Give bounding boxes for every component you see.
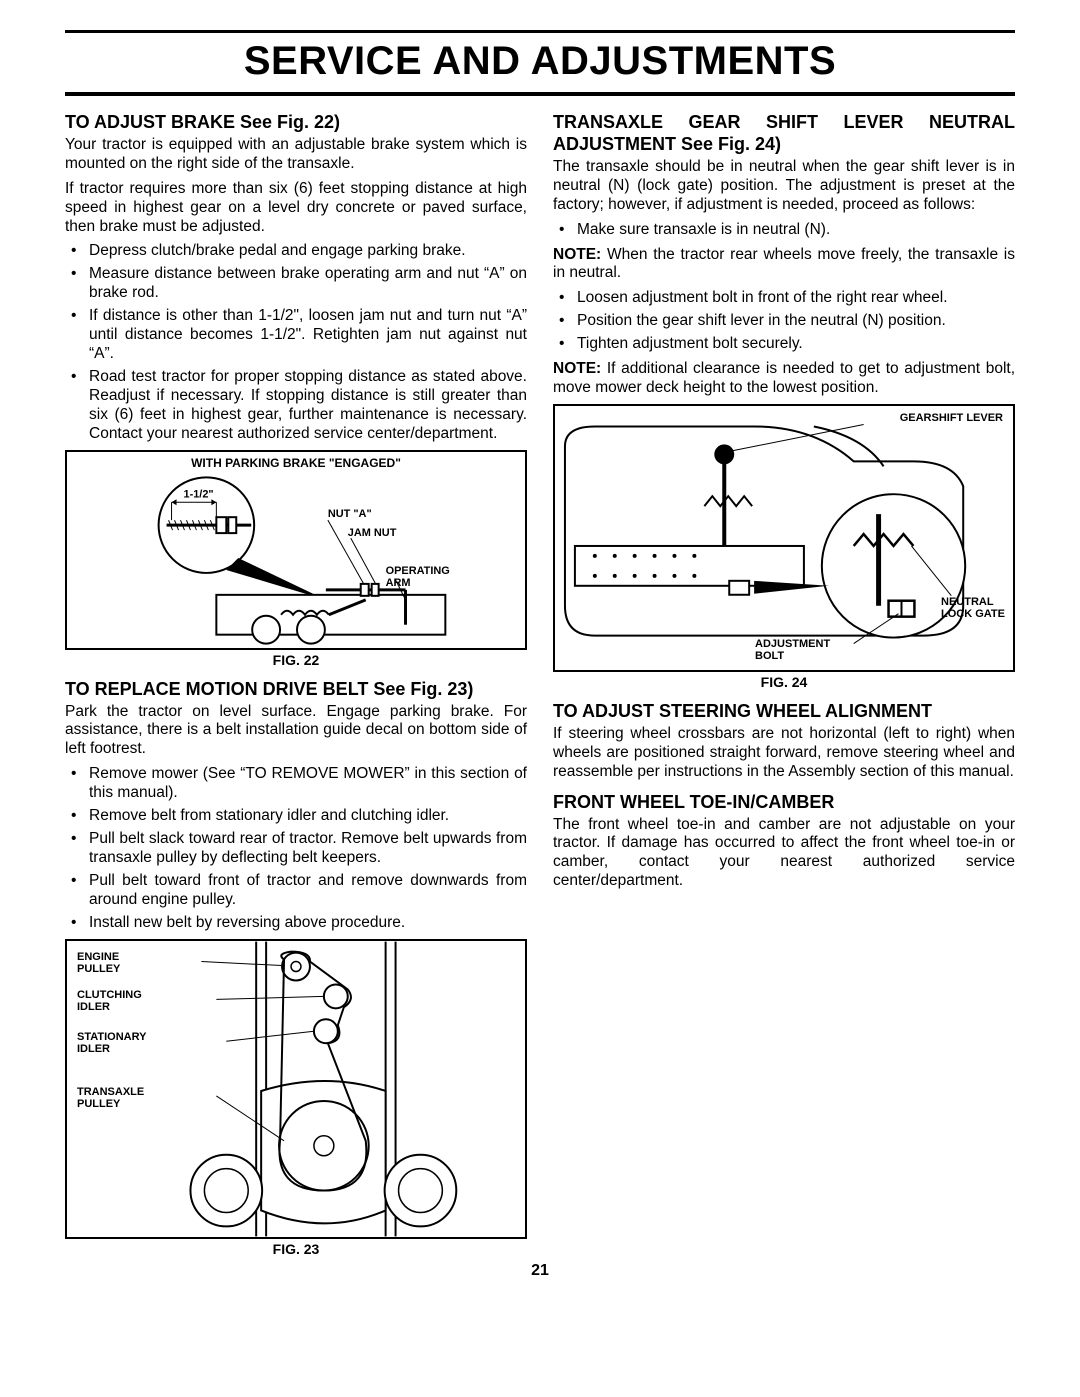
transaxle-note1: NOTE: When the tractor rear wheels move … bbox=[553, 246, 1015, 284]
fig22-caption: FIG. 22 bbox=[65, 652, 527, 669]
fig23-caption: FIG. 23 bbox=[65, 1241, 527, 1258]
brake-b4: Road test tractor for proper stopping di… bbox=[89, 368, 527, 444]
belt-para-1: Park the tractor on level surface. Engag… bbox=[65, 703, 527, 760]
fig24-adj: ADJUSTMENTBOLT bbox=[755, 638, 830, 662]
brake-bullets: •Depress clutch/brake pedal and engage p… bbox=[65, 242, 527, 443]
fig23-clutch: CLUTCHINGIDLER bbox=[77, 989, 142, 1013]
belt-b1: Remove mower (See “TO REMOVE MOWER” in t… bbox=[89, 765, 527, 803]
heading-steering: TO ADJUST STEERING WHEEL ALIGNMENT bbox=[553, 701, 1015, 723]
right-column: TRANSAXLE GEAR SHIFT LEVER NEUTRAL ADJUS… bbox=[553, 110, 1015, 1258]
transaxle-bullets-2: •Loosen adjustment bolt in front of the … bbox=[553, 289, 1015, 354]
heading-transaxle: TRANSAXLE GEAR SHIFT LEVER NEUTRAL ADJUS… bbox=[553, 112, 1015, 156]
heading-camber: FRONT WHEEL TOE-IN/CAMBER bbox=[553, 792, 1015, 814]
belt-b5: Install new belt by reversing above proc… bbox=[89, 914, 527, 933]
camber-p1: The front wheel toe-in and camber are no… bbox=[553, 816, 1015, 892]
transaxle-note2-line: NOTE: If additional clearance is needed … bbox=[553, 360, 1015, 398]
fig24-gear: GEARSHIFT LEVER bbox=[900, 412, 1003, 424]
belt-bullets: •Remove mower (See “TO REMOVE MOWER” in … bbox=[65, 765, 527, 932]
transaxle-b4: Tighten adjustment bolt securely. bbox=[577, 335, 1015, 354]
heading-replace-belt: TO REPLACE MOTION DRIVE BELT See Fig. 23… bbox=[65, 679, 527, 701]
fig22-svg: 1-1/2" NUT "A" bbox=[67, 470, 525, 648]
fig22-nutA: NUT "A" bbox=[328, 508, 372, 520]
fig22-jam: JAM NUT bbox=[348, 527, 397, 539]
transaxle-p1: The transaxle should be in neutral when … bbox=[553, 158, 1015, 215]
brake-b2: Measure distance between brake operating… bbox=[89, 265, 527, 303]
belt-b4: Pull belt toward front of tractor and re… bbox=[89, 872, 527, 910]
brake-b3: If distance is other than 1-1/2", loosen… bbox=[89, 307, 527, 364]
brake-para-2: If tractor requires more than six (6) fe… bbox=[65, 180, 527, 237]
fig24-neutral: NEUTRALLOCK GATE bbox=[941, 596, 1005, 620]
heading-adjust-brake: TO ADJUST BRAKE See Fig. 22) bbox=[65, 112, 527, 134]
fig22-dim: 1-1/2" bbox=[183, 488, 213, 500]
left-column: TO ADJUST BRAKE See Fig. 22) Your tracto… bbox=[65, 110, 527, 1258]
belt-b2: Remove belt from stationary idler and cl… bbox=[89, 807, 527, 826]
fig22-top-label: WITH PARKING BRAKE "ENGAGED" bbox=[67, 452, 525, 471]
bottom-rule bbox=[65, 92, 1015, 96]
transaxle-b1: Make sure transaxle is in neutral (N). bbox=[577, 221, 1015, 240]
content-columns: TO ADJUST BRAKE See Fig. 22) Your tracto… bbox=[65, 110, 1015, 1258]
fig24-caption: FIG. 24 bbox=[553, 674, 1015, 691]
transaxle-b3: Position the gear shift lever in the neu… bbox=[577, 312, 1015, 331]
fig24-svg bbox=[555, 406, 1013, 670]
fig22-op2: ARM bbox=[386, 577, 411, 589]
transaxle-b2: Loosen adjustment bolt in front of the r… bbox=[577, 289, 1015, 308]
page-title: SERVICE AND ADJUSTMENTS bbox=[65, 35, 1015, 90]
page-number: 21 bbox=[65, 1262, 1015, 1280]
steering-p1: If steering wheel crossbars are not hori… bbox=[553, 725, 1015, 782]
figure-23: ENGINEPULLEY CLUTCHINGIDLER STATIONARYID… bbox=[65, 939, 527, 1239]
figure-24: GEARSHIFT LEVER NEUTRALLOCK GATE ADJUSTM… bbox=[553, 404, 1015, 672]
fig23-trans: TRANSAXLEPULLEY bbox=[77, 1086, 144, 1110]
belt-b3: Pull belt slack toward rear of tractor. … bbox=[89, 830, 527, 868]
fig22-op1: OPERATING bbox=[386, 565, 450, 577]
figure-22: WITH PARKING BRAKE "ENGAGED" bbox=[65, 450, 527, 650]
top-rule bbox=[65, 30, 1015, 33]
brake-b1: Depress clutch/brake pedal and engage pa… bbox=[89, 242, 527, 261]
brake-para-1: Your tractor is equipped with an adjusta… bbox=[65, 136, 527, 174]
transaxle-bullets-1: •Make sure transaxle is in neutral (N). bbox=[553, 221, 1015, 240]
fig23-engine: ENGINEPULLEY bbox=[77, 951, 120, 975]
fig23-stat: STATIONARYIDLER bbox=[77, 1031, 146, 1055]
